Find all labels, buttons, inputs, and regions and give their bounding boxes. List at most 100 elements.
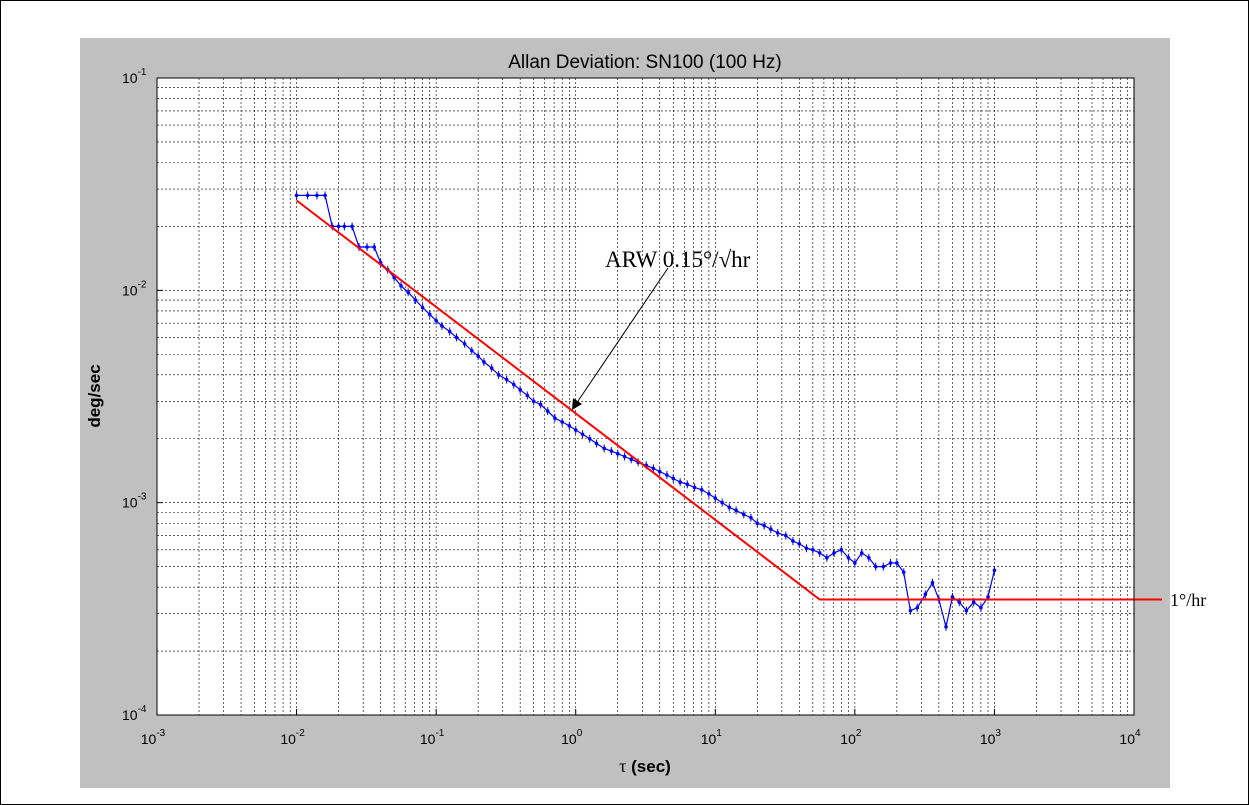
y-tick-label: 10-2 (122, 279, 147, 298)
data-point (791, 539, 795, 543)
data-point (727, 505, 732, 510)
data-point (651, 466, 656, 471)
data-point (525, 393, 530, 398)
y-axis-label: deg/sec (85, 364, 104, 427)
data-point (350, 224, 354, 229)
data-point (979, 605, 983, 610)
data-point (372, 245, 377, 249)
x-tick-label: 10-1 (420, 728, 445, 747)
data-point (454, 335, 459, 340)
data-point (573, 428, 578, 432)
y-tick-label: 10-4 (122, 704, 147, 723)
data-point (531, 399, 536, 404)
series-0-line (296, 194, 995, 628)
plot-area (157, 78, 1134, 715)
data-point (469, 348, 474, 353)
data-point (594, 441, 599, 446)
data-point (839, 547, 844, 552)
data-point (817, 551, 822, 555)
series-layer (294, 191, 1162, 631)
data-point (671, 476, 676, 481)
data-point (609, 449, 614, 453)
x-tick-label: 101 (701, 728, 723, 747)
data-point (665, 473, 669, 477)
x-tick-label: 10-3 (141, 728, 166, 747)
data-point (511, 382, 516, 387)
data-point (867, 555, 871, 560)
data-point (545, 409, 550, 413)
data-point (365, 245, 369, 249)
data-point (602, 446, 607, 451)
data-point (873, 564, 878, 569)
data-point (734, 508, 738, 513)
y-tick-label: 10-1 (122, 67, 147, 86)
data-point (783, 533, 788, 538)
x-tick-label: 104 (1119, 728, 1141, 747)
data-point (986, 595, 990, 599)
data-point (447, 329, 452, 334)
data-point (406, 290, 410, 294)
data-point (769, 527, 773, 531)
x-tick-label: 100 (561, 728, 583, 747)
data-point (420, 305, 425, 310)
bias-instability-label: 1°/hr (1170, 590, 1206, 610)
x-tick-label: 10-2 (280, 728, 305, 747)
data-point (580, 432, 585, 437)
data-point (957, 600, 962, 604)
data-point (476, 354, 480, 358)
data-point (971, 600, 976, 604)
data-point (901, 570, 906, 575)
arw-annotation-label: ARW 0.15°/√hr (605, 247, 751, 272)
data-point (518, 388, 522, 392)
data-point (707, 492, 711, 496)
data-point (538, 402, 543, 407)
x-axis-label: τ (sec) (619, 756, 671, 776)
data-point (685, 482, 690, 487)
data-point (413, 298, 418, 302)
arw-annotation-arrowhead (572, 398, 582, 410)
data-point (859, 551, 864, 555)
data-point (964, 608, 969, 613)
tick-labels: 10-3 10-2 10-1 100 101 102 103 104 10-4 10-3 10-2 1… (122, 67, 1141, 747)
data-point (775, 531, 780, 535)
data-point (615, 451, 620, 456)
data-point (496, 373, 501, 377)
data-point (930, 580, 935, 585)
data-point (908, 608, 913, 613)
data-point (846, 555, 851, 560)
arw-annotation-arrow (573, 267, 669, 408)
x-tick-label: 102 (840, 728, 862, 747)
data-point (692, 485, 697, 490)
data-point (323, 193, 327, 198)
data-point (915, 605, 920, 610)
data-point (462, 342, 467, 346)
data-point (888, 561, 893, 565)
y-tick-label: 10-3 (122, 492, 147, 511)
data-point (699, 487, 704, 492)
data-point (489, 366, 494, 370)
data-point (853, 561, 857, 565)
data-point (622, 454, 627, 459)
data-point (762, 523, 766, 528)
data-point (587, 436, 592, 441)
plot-border (156, 77, 1135, 716)
data-point (755, 521, 760, 526)
data-point (315, 193, 319, 198)
data-point (950, 595, 955, 599)
series-1-line (295, 199, 1134, 601)
data-point (482, 360, 486, 364)
chart-title: Allan Deviation: SN100 (100 Hz) (508, 52, 782, 73)
data-point (336, 224, 341, 229)
grid (157, 78, 1134, 715)
data-point (881, 564, 886, 569)
data-point (567, 424, 572, 428)
x-tick-label: 103 (980, 728, 1002, 747)
data-point (504, 377, 509, 382)
data-point (720, 500, 724, 505)
data-point (895, 561, 899, 565)
data-point (832, 551, 836, 555)
data-point (713, 496, 718, 500)
data-point (657, 469, 662, 474)
data-point (629, 457, 634, 462)
